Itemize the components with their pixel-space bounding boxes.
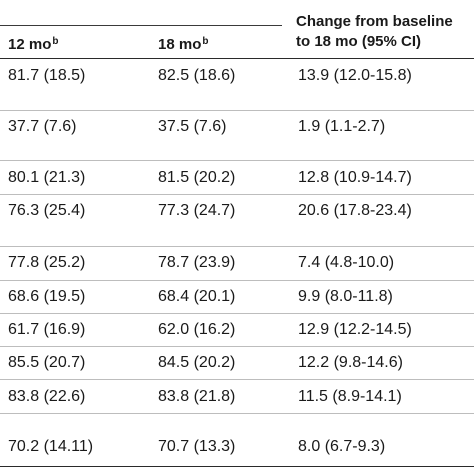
cell-18mo: 83.8 (21.8) xyxy=(158,388,236,405)
cell-12mo: 68.6 (19.5) xyxy=(8,288,86,305)
header-18mo-footnote: b xyxy=(202,36,209,47)
cell-12mo: 76.3 (25.4) xyxy=(8,202,86,219)
cell-change: 8.0 (6.7-9.3) xyxy=(298,438,386,455)
cell-18mo: 62.0 (16.2) xyxy=(158,321,236,338)
row-divider xyxy=(0,313,474,314)
cell-change: 11.5 (8.9-14.1) xyxy=(298,388,402,405)
table-bottom-rule xyxy=(0,466,474,467)
cell-change: 7.4 (4.8-10.0) xyxy=(298,254,395,271)
cell-change: 20.6 (17.8-23.4) xyxy=(298,202,412,219)
cell-12mo: 80.1 (21.3) xyxy=(8,169,86,186)
cell-18mo: 78.7 (23.9) xyxy=(158,254,236,271)
row-divider xyxy=(0,160,474,161)
header-change-line2: to 18 mo (95% CI) xyxy=(296,33,422,50)
header-12mo: 12 mob xyxy=(8,36,58,54)
header-18mo-label: 18 mo xyxy=(158,36,202,53)
cell-18mo: 37.5 (7.6) xyxy=(158,118,227,135)
cell-change: 12.8 (10.9-14.7) xyxy=(298,169,412,186)
cell-18mo: 82.5 (18.6) xyxy=(158,67,236,84)
cell-18mo: 70.7 (13.3) xyxy=(158,438,236,455)
cell-12mo: 77.8 (25.2) xyxy=(8,254,86,271)
cell-12mo: 70.2 (14.11) xyxy=(8,438,94,455)
row-divider xyxy=(0,280,474,281)
row-divider xyxy=(0,346,474,347)
row-divider xyxy=(0,246,474,247)
row-divider xyxy=(0,413,474,414)
cell-change: 13.9 (12.0-15.8) xyxy=(298,67,412,84)
cell-change: 12.9 (12.2-14.5) xyxy=(298,321,412,338)
header-12mo-footnote: b xyxy=(52,36,59,47)
cell-18mo: 77.3 (24.7) xyxy=(158,202,236,219)
cell-12mo: 37.7 (7.6) xyxy=(8,118,77,135)
header-12mo-label: 12 mo xyxy=(8,36,52,53)
row-divider xyxy=(0,194,474,195)
cell-12mo: 85.5 (20.7) xyxy=(8,354,86,371)
cell-change: 9.9 (8.0-11.8) xyxy=(298,288,393,305)
cell-change: 1.9 (1.1-2.7) xyxy=(298,118,386,135)
spanner-rule xyxy=(0,25,282,26)
header-18mo: 18 mob xyxy=(158,36,208,54)
cell-18mo: 81.5 (20.2) xyxy=(158,169,236,186)
cell-12mo: 83.8 (22.6) xyxy=(8,388,86,405)
cell-12mo: 81.7 (18.5) xyxy=(8,67,86,84)
row-divider xyxy=(0,379,474,380)
cell-18mo: 84.5 (20.2) xyxy=(158,354,236,371)
cell-18mo: 68.4 (20.1) xyxy=(158,288,236,305)
header-bottom-rule xyxy=(0,58,474,59)
cell-change: 12.2 (9.8-14.6) xyxy=(298,354,403,371)
row-divider xyxy=(0,110,474,111)
cell-12mo: 61.7 (16.9) xyxy=(8,321,86,338)
header-change: Change from baseline to 18 mo (95% CI) xyxy=(296,12,453,52)
header-change-line1: Change from baseline xyxy=(296,13,453,30)
